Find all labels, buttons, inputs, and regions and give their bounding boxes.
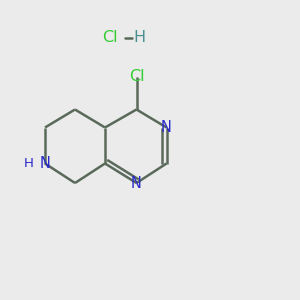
Text: N: N: [131, 176, 142, 190]
Text: N: N: [161, 120, 172, 135]
Text: Cl: Cl: [129, 69, 144, 84]
Text: H: H: [134, 30, 146, 45]
Text: N: N: [40, 156, 50, 171]
Text: H: H: [24, 157, 33, 170]
Text: Cl: Cl: [102, 30, 117, 45]
